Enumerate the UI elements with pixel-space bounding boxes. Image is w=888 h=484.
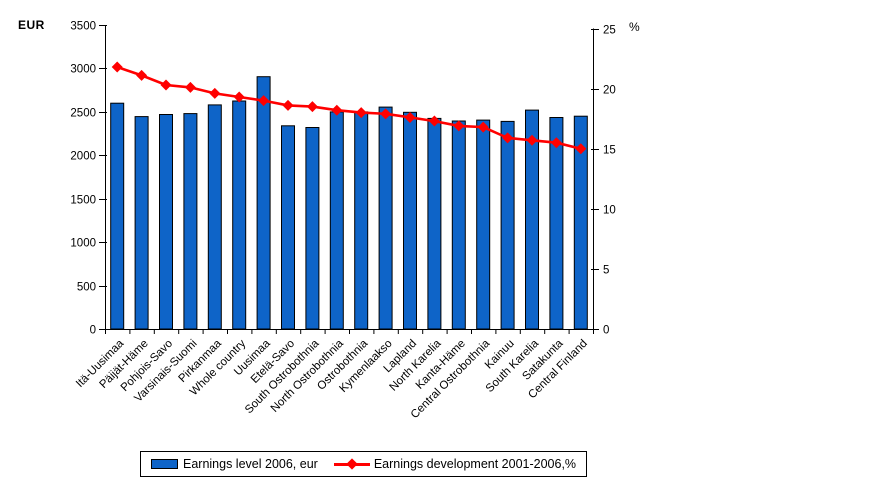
bar-Itä-Uusimaa — [110, 102, 125, 330]
right-axis-unit-label: % — [629, 20, 640, 34]
right-axis-tick-label: 0 — [603, 325, 609, 337]
left-axis-tick-label: 2000 — [70, 151, 96, 163]
line-marker-North Karelia — [428, 115, 440, 127]
bar-South Ostrobothnia — [305, 127, 320, 330]
x-axis-labels: Itä-UusimaaPäijät-HämePohjois-SavoVarsin… — [74, 337, 590, 421]
left-axis-tick-label: 0 — [90, 325, 96, 337]
bar-Kymenlaakso — [378, 106, 393, 330]
diamond-marker-icon — [346, 458, 358, 470]
line-series — [111, 61, 587, 155]
right-axis-tick-label: 10 — [603, 205, 616, 217]
line-marker-Ostrobothnia — [355, 107, 367, 119]
bar-Kainuu — [500, 120, 515, 330]
line-series-label: Earnings development 2001-2006,% — [373, 457, 577, 471]
right-axis-tick-label: 15 — [603, 145, 616, 157]
bar-Pirkanmaa — [207, 104, 222, 330]
left-axis-tick-label: 3000 — [70, 64, 96, 76]
right-axis-tick-label: 5 — [603, 265, 609, 277]
line-marker-Etelä-Savo — [282, 99, 294, 111]
line-marker-Uusimaa — [258, 95, 270, 107]
bar-Whole country — [232, 100, 247, 330]
bar-Päijät-Häme — [134, 116, 149, 330]
line-marker-Pohjois-Savo — [160, 79, 172, 91]
legend: Earnings level 2006, eur Earnings develo… — [140, 451, 588, 477]
bar-Central Finland — [573, 115, 588, 330]
bar-Uusimaa — [256, 76, 271, 330]
bar-North Karelia — [427, 117, 442, 330]
left-axis-tick-label: 1000 — [70, 238, 96, 250]
bar-Satakunta — [549, 117, 564, 330]
line-marker-Whole country — [233, 91, 245, 103]
bar-Ostrobothnia — [354, 111, 369, 330]
line-marker-Lapland — [404, 111, 416, 123]
line-marker-Kymenlaakso — [380, 108, 392, 120]
bar-Kanta-Häme — [451, 120, 466, 330]
bar-series-label: Earnings level 2006, eur — [183, 457, 318, 471]
left-axis-tick-label: 1500 — [70, 195, 96, 207]
bar-series — [110, 76, 588, 330]
left-axis-tick-label: 2500 — [70, 108, 96, 120]
right-axis-tick-label: 25 — [603, 25, 616, 37]
line-marker-Central Ostrobothnia — [477, 121, 489, 133]
line-marker-Kanta-Häme — [453, 120, 465, 132]
bar-Varsinais-Suomi — [183, 113, 198, 330]
line-marker-Kainuu — [502, 132, 514, 144]
bar-Central Ostrobothnia — [476, 119, 491, 330]
line-marker-South Karelia — [526, 134, 538, 146]
line-marker-Päijät-Häme — [136, 69, 148, 81]
left-axis-tick-label: 3500 — [70, 21, 96, 33]
line-marker-Satakunta — [550, 137, 562, 149]
line-marker-Central Finland — [575, 143, 587, 155]
right-axis-tick-label: 20 — [603, 85, 616, 97]
left-axis-unit-label: EUR — [18, 18, 45, 32]
bar-series-swatch-icon — [151, 459, 178, 469]
line-marker-South Ostrobothnia — [306, 101, 318, 113]
bar-Lapland — [403, 111, 417, 330]
bar-Pohjois-Savo — [159, 114, 173, 330]
bar-Etelä-Savo — [281, 125, 295, 330]
line-marker-Varsinais-Suomi — [184, 81, 196, 93]
left-axis-tick-label: 500 — [77, 282, 96, 294]
line-marker-North Ostrobothnia — [331, 104, 343, 116]
bar-South Karelia — [525, 109, 539, 330]
line-series-swatch-icon — [333, 458, 370, 470]
line-marker-Itä-Uusimaa — [111, 61, 123, 73]
bar-North Ostrobothnia — [329, 111, 344, 330]
line-marker-Pirkanmaa — [209, 87, 221, 99]
axes: 0 500 1000 1500 2000 2500 3000 3500 0 5 10 15 20 25 — [70, 21, 615, 337]
